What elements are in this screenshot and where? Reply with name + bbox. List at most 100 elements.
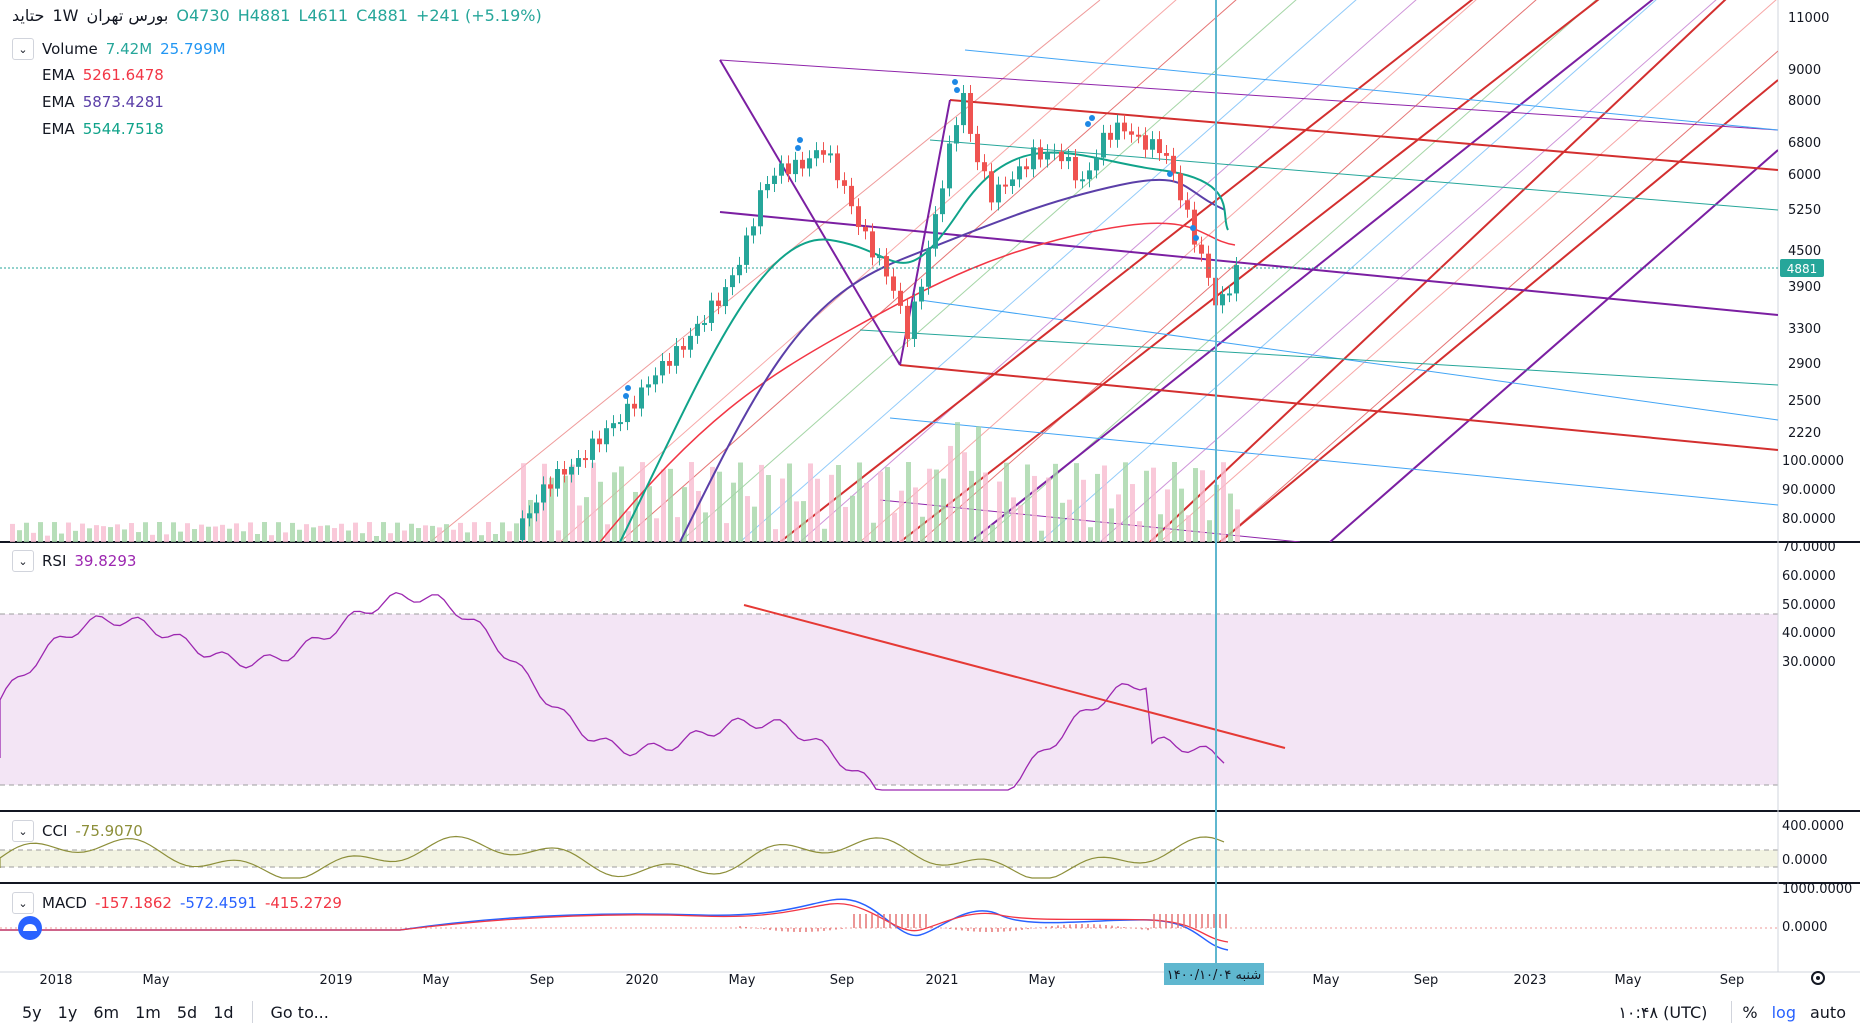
cci-axis[interactable]: 400.0000 0.0000: [1782, 819, 1844, 868]
signal-dot: [954, 87, 960, 93]
candle-body: [1157, 139, 1162, 154]
cloud-icon[interactable]: [18, 916, 42, 940]
timeframe-5d[interactable]: 5d: [176, 1002, 198, 1022]
candle-body: [1178, 173, 1183, 201]
drawing-line: [919, 299, 1778, 421]
candle-body: [688, 335, 693, 350]
volume-bar: [647, 486, 652, 542]
candle-body: [667, 361, 672, 366]
volume-bar: [1172, 462, 1177, 542]
timeframe-1d[interactable]: 1d: [213, 1002, 234, 1022]
volume-bar: [955, 422, 960, 542]
volume-bar: [283, 532, 288, 542]
volume-bar: [815, 478, 820, 542]
volume-bar: [437, 527, 442, 542]
auto-toggle[interactable]: auto: [1809, 1002, 1846, 1022]
candle-body: [646, 384, 651, 388]
candle-body: [548, 484, 553, 489]
volume-bar: [395, 522, 400, 542]
volume-bar: [1186, 515, 1191, 542]
last-price-tag: [1780, 259, 1824, 277]
price-axis[interactable]: 11000 9000 8000 6800 6000 5250 4500 3900 3300 290…: [1788, 11, 1829, 441]
signal-dot: [1190, 225, 1196, 231]
rsi-label[interactable]: RSI: [42, 552, 67, 570]
symbol-name[interactable]: حتاید: [12, 6, 45, 25]
volume-bar: [1039, 530, 1044, 542]
volume-bar: [430, 525, 435, 542]
candle-body: [1087, 170, 1092, 180]
candle-body: [534, 502, 539, 514]
volume-bar: [619, 466, 624, 542]
candle-body: [1129, 131, 1134, 135]
volume-bar: [493, 534, 498, 542]
time-axis[interactable]: 2018 May 2019 May Sep 2020 May Sep 2021 May May Sep…: [39, 973, 1744, 988]
chevron-down-icon[interactable]: ⌄: [12, 820, 34, 842]
volume-bar: [1158, 514, 1163, 542]
goto-button[interactable]: Go to...: [270, 1002, 329, 1022]
volume-bar: [759, 464, 764, 542]
candle-body: [681, 346, 686, 350]
volume-bar: [185, 523, 190, 542]
chevron-down-icon[interactable]: ⌄: [12, 550, 34, 572]
rsi-axis[interactable]: 100.0000 90.0000 80.0000 70.0000 60.0000 50.0…: [1782, 454, 1844, 670]
volume-label[interactable]: Volume: [42, 40, 98, 58]
volume-bar: [269, 535, 274, 542]
macd-label[interactable]: MACD: [42, 894, 87, 912]
volume-bar: [318, 525, 323, 542]
volume-bar: [402, 530, 407, 542]
volume-bar: [150, 534, 155, 542]
settings-gear-icon[interactable]: [1811, 971, 1825, 985]
rsi-tick-label: 40.0000: [1782, 626, 1836, 641]
volume-bar: [913, 487, 918, 542]
volume-bar: [521, 463, 526, 542]
ohlc-change: +241 (+5.19%): [415, 6, 542, 25]
ohlc-high: H4881: [237, 6, 291, 25]
clock-display[interactable]: ۱۰:۴۸ (UTC): [1618, 1002, 1708, 1022]
candle-body: [618, 422, 623, 425]
signal-dot: [797, 137, 803, 143]
signal-dot: [1089, 115, 1095, 121]
candle-body: [562, 469, 567, 475]
volume-bar: [465, 532, 470, 542]
volume-bar: [115, 524, 120, 542]
rsi-band: [0, 614, 1778, 785]
chevron-down-icon[interactable]: ⌄: [12, 892, 34, 914]
timeframe-5y[interactable]: 5y: [22, 1002, 42, 1022]
volume-bar: [836, 465, 841, 542]
volume-bars: [10, 422, 1240, 542]
cci-label[interactable]: CCI: [42, 822, 68, 840]
timeframe-6m[interactable]: 6m: [93, 1002, 120, 1022]
candle-body: [884, 256, 889, 277]
timeframe-1m[interactable]: 1m: [135, 1002, 161, 1022]
macd-axis[interactable]: 1000.0000 0.0000: [1782, 882, 1852, 935]
candle-body: [898, 290, 903, 306]
fib-fan-lines[interactable]: [429, 0, 1778, 542]
candle-body: [870, 231, 875, 258]
volume-bar: [1032, 475, 1037, 542]
interval-label[interactable]: 1W: [52, 6, 79, 25]
ema-label[interactable]: EMA: [42, 66, 75, 84]
rsi-legend: ⌄ RSI 39.8293: [12, 550, 136, 572]
candle-body: [1094, 157, 1099, 171]
volume-bar: [213, 526, 218, 542]
log-toggle[interactable]: log: [1771, 1002, 1796, 1022]
ema-label[interactable]: EMA: [42, 120, 75, 138]
candle-body: [751, 226, 756, 236]
volume-bar: [682, 487, 687, 542]
volume-bar: [941, 478, 946, 542]
timeframe-1y[interactable]: 1y: [57, 1002, 78, 1022]
volume-bar: [1081, 479, 1086, 542]
cci-line-group: [0, 835, 1225, 879]
candle-body: [919, 286, 924, 302]
percent-toggle[interactable]: %: [1742, 1002, 1758, 1022]
chevron-down-icon[interactable]: ⌄: [12, 38, 34, 60]
volume-bar: [598, 481, 603, 542]
ema-label[interactable]: EMA: [42, 93, 75, 111]
volume-bar: [241, 531, 246, 542]
volume-bar: [990, 524, 995, 542]
candle-body: [996, 184, 1001, 203]
volume-bar: [591, 462, 596, 542]
price-tick-label: 2500: [1788, 394, 1821, 409]
candle-body: [947, 143, 952, 189]
